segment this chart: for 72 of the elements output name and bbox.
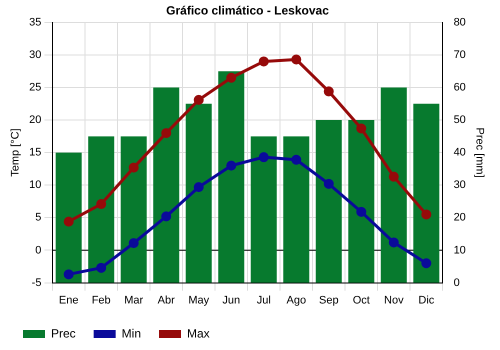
bar bbox=[153, 88, 180, 283]
x-tick-label: Nov bbox=[384, 294, 404, 306]
point bbox=[226, 72, 236, 83]
y2-tick-label: 20 bbox=[454, 212, 466, 224]
point bbox=[291, 54, 302, 65]
y2-tick-label: 10 bbox=[454, 244, 466, 256]
x-tick-label: May bbox=[188, 294, 210, 306]
y2-tick-label: 30 bbox=[454, 179, 466, 192]
point bbox=[161, 128, 172, 138]
point bbox=[356, 206, 366, 217]
y-tick-label: 35 bbox=[29, 16, 42, 28]
x-tick-label: Sep bbox=[318, 294, 339, 306]
point bbox=[258, 56, 269, 66]
y-tick-label: 25 bbox=[29, 82, 42, 94]
point bbox=[64, 269, 74, 280]
legend-label: Min bbox=[122, 326, 142, 340]
bar bbox=[186, 104, 212, 283]
bar bbox=[56, 152, 82, 283]
bar bbox=[413, 104, 440, 283]
point bbox=[161, 211, 172, 222]
x-tick-label: Feb bbox=[92, 294, 111, 306]
x-tick-label: Mar bbox=[124, 294, 144, 306]
point bbox=[324, 178, 334, 189]
point bbox=[421, 209, 432, 220]
y-tick-label: -5 bbox=[32, 276, 42, 289]
point bbox=[96, 262, 106, 273]
point bbox=[194, 182, 204, 192]
bar bbox=[120, 136, 147, 283]
y2-tick-label: 70 bbox=[454, 48, 466, 61]
y2-tick-label: 80 bbox=[454, 16, 466, 28]
point bbox=[388, 237, 399, 248]
y2-tick-label: 40 bbox=[454, 146, 466, 159]
y-tick-label: 10 bbox=[29, 179, 42, 192]
y-tick-label: 15 bbox=[29, 146, 42, 159]
point bbox=[64, 216, 74, 227]
x-tick-label: Dic bbox=[418, 294, 435, 306]
x-tick-label: Ago bbox=[286, 294, 306, 306]
bar bbox=[250, 136, 277, 283]
y-tick-label: 0 bbox=[35, 244, 42, 256]
bar bbox=[218, 71, 244, 283]
chart-title: Gráfico climático - Leskovac bbox=[166, 4, 330, 18]
point bbox=[421, 258, 432, 268]
x-tick-label: Jul bbox=[256, 294, 271, 306]
legend-label: Prec bbox=[51, 326, 76, 340]
bar bbox=[88, 136, 114, 283]
point bbox=[291, 154, 302, 165]
legend-label: Max bbox=[187, 326, 210, 340]
point bbox=[128, 238, 139, 248]
point bbox=[388, 172, 399, 182]
point bbox=[258, 152, 269, 162]
bar bbox=[380, 88, 407, 283]
y-tick-label: 20 bbox=[29, 114, 42, 126]
y2-axis-title: Prec [mm] bbox=[473, 128, 486, 178]
point bbox=[96, 199, 106, 210]
y2-tick-label: 0 bbox=[454, 276, 460, 289]
point bbox=[324, 86, 334, 96]
point bbox=[226, 160, 236, 171]
bar bbox=[283, 136, 310, 283]
y-axis-title: Temp [°C] bbox=[10, 128, 22, 177]
point bbox=[194, 94, 204, 105]
y2-tick-label: 50 bbox=[454, 114, 466, 126]
bar bbox=[316, 120, 342, 283]
x-tick-label: Abr bbox=[158, 294, 176, 306]
x-tick-label: Ene bbox=[58, 294, 78, 306]
point bbox=[356, 124, 366, 134]
y-tick-label: 30 bbox=[29, 48, 42, 61]
x-tick-label: Jun bbox=[222, 294, 240, 306]
x-tick-label: Oct bbox=[352, 294, 370, 306]
y2-tick-label: 60 bbox=[454, 82, 466, 94]
y-tick-label: 5 bbox=[35, 212, 42, 224]
point bbox=[128, 162, 139, 173]
bar bbox=[348, 120, 374, 283]
